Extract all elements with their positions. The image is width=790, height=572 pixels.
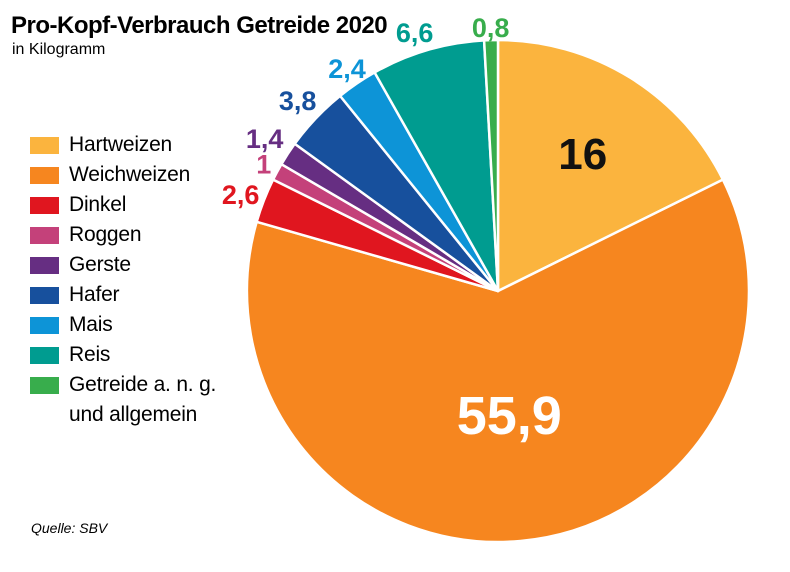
legend-swatch xyxy=(30,226,59,244)
value-label-roggen: 1 xyxy=(256,150,271,180)
legend-swatch xyxy=(30,196,59,214)
legend-swatch xyxy=(30,346,59,364)
legend-swatch xyxy=(30,286,59,304)
legend-label: Reis xyxy=(69,343,111,366)
source-note: Quelle: SBV xyxy=(31,520,108,536)
value-label-gerste: 1,4 xyxy=(246,124,284,154)
value-label-reis: 6,6 xyxy=(396,18,434,48)
legend: Hartweizen Weichweizen Dinkel Roggen Gerste H… xyxy=(30,130,216,430)
value-label-hartweizen: 16 xyxy=(558,130,607,179)
legend-item-mais: Mais xyxy=(30,310,216,340)
value-label-hafer: 3,8 xyxy=(279,86,317,116)
legend-item-getreide-a-n-g: Getreide a. n. g. xyxy=(30,370,216,400)
legend-label: und allgemein xyxy=(69,403,198,426)
legend-label: Mais xyxy=(69,313,113,336)
pie-slice-reis xyxy=(373,39,500,293)
legend-label: Hafer xyxy=(69,283,120,306)
page-title: Pro-Kopf-Verbrauch Getreide 2020 xyxy=(11,12,388,39)
legend-item-dinkel: Dinkel xyxy=(30,190,216,220)
pie-slice-getreide-a-n-g-und-allgemein xyxy=(482,38,500,293)
legend-item-roggen: Roggen xyxy=(30,220,216,250)
legend-item-reis: Reis xyxy=(30,340,216,370)
legend-swatch xyxy=(30,316,59,334)
value-label-weichweizen: 55,9 xyxy=(457,386,562,446)
pie-slice-weichweizen xyxy=(245,178,751,544)
legend-label: Roggen xyxy=(69,223,142,246)
legend-swatch xyxy=(30,376,59,394)
legend-swatch xyxy=(30,166,59,184)
value-label-dinkel: 2,6 xyxy=(222,180,260,210)
legend-label: Weichweizen xyxy=(69,163,191,186)
legend-item-gerste: Gerste xyxy=(30,250,216,280)
legend-item-hafer: Hafer xyxy=(30,280,216,310)
legend-swatch xyxy=(30,256,59,274)
value-label-mais: 2,4 xyxy=(328,54,366,84)
legend-item-weichweizen: Weichweizen xyxy=(30,160,216,190)
value-label-getreide-a-n-g-und-allgemein: 0,8 xyxy=(472,13,510,43)
legend-label-line2: und allgemein xyxy=(69,400,216,430)
legend-swatch xyxy=(30,136,59,154)
legend-label: Getreide a. n. g. xyxy=(69,373,217,396)
page-subtitle: in Kilogramm xyxy=(12,41,106,58)
legend-item-hartweizen: Hartweizen xyxy=(30,130,216,160)
pie-slice-hartweizen xyxy=(496,38,725,293)
legend-label: Gerste xyxy=(69,253,131,276)
legend-label: Hartweizen xyxy=(69,133,173,156)
legend-label: Dinkel xyxy=(69,193,127,216)
